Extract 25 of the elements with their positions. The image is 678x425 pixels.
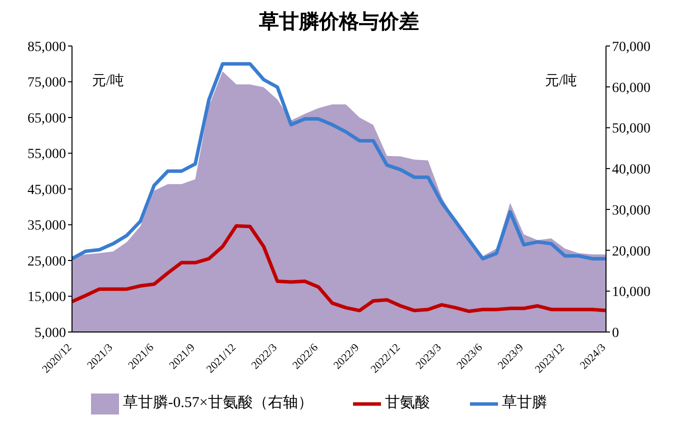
y-tick-label: 45,000 [28,182,66,198]
y-tick-label: 35,000 [28,218,66,234]
y2-tick-label: 0 [612,326,619,341]
y2-tick-label: 70,000 [612,40,650,55]
y2-tick-label: 40,000 [612,162,650,178]
legend-label: 草甘膦-0.57×甘氨酸（右轴） [123,395,313,412]
legend-label: 甘氨酸 [384,395,430,412]
y2-tick-label: 10,000 [612,285,650,300]
line-series [70,224,608,314]
chart-title: 草甘膦价格与价差 [258,10,420,35]
y-tick-label: 25,000 [28,254,66,270]
y2-tick-label: 50,000 [612,122,650,137]
y2-tick-label: 20,000 [612,244,650,260]
y2-tick-label: 60,000 [612,80,650,96]
line-series [70,62,608,260]
y-tick-label: 85,000 [28,40,66,55]
unit-label: 元/吨 [545,72,577,90]
y-tick-label: 5,000 [34,326,66,341]
y-tick-label: 65,000 [28,111,66,126]
y2-tick-label: 30,000 [612,203,650,218]
y-tick-label: 55,000 [28,147,66,162]
y-tick-label: 75,000 [28,76,66,91]
y-tick-label: 15,000 [28,290,66,306]
legend-label: 草甘膦 [502,395,547,412]
unit-label: 元/吨 [92,72,124,90]
